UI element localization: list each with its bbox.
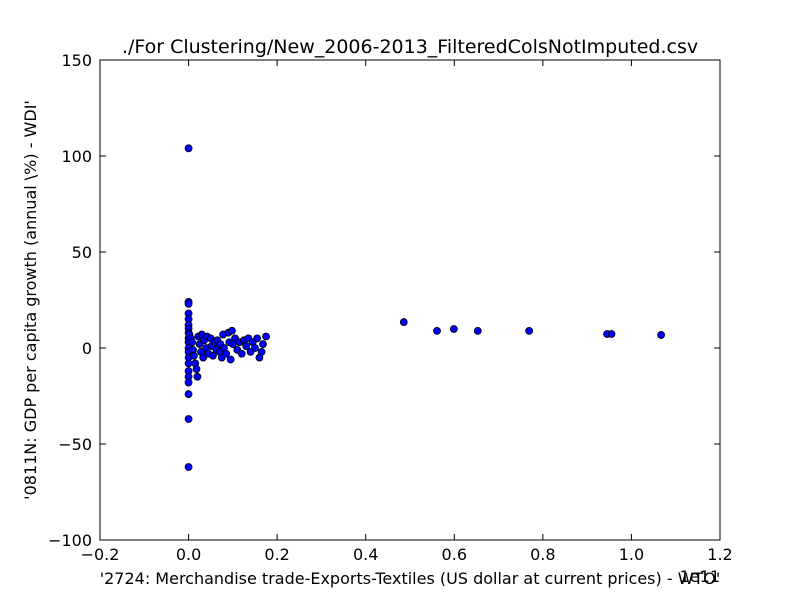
point <box>657 331 665 339</box>
point <box>449 325 458 333</box>
x-tick-label: 0.6 <box>442 545 467 564</box>
x-tick-label: 1.0 <box>619 545 644 564</box>
y-tick-label: 50 <box>72 243 92 262</box>
point <box>253 334 262 343</box>
point <box>184 415 193 423</box>
y-tick-label: 0 <box>82 339 92 358</box>
x-tick-label: 0.2 <box>264 545 289 564</box>
x-axis-label: '2724: Merchandise trade-Exports-Textile… <box>100 569 721 588</box>
point <box>228 326 236 335</box>
point <box>257 347 266 356</box>
point <box>189 351 198 360</box>
point <box>259 340 267 349</box>
point <box>184 299 193 308</box>
point <box>607 330 616 338</box>
x-tick-label: 0.8 <box>530 545 555 564</box>
point <box>192 365 201 374</box>
point <box>184 359 193 368</box>
x-tick-label: −0.2 <box>81 545 120 564</box>
point <box>209 351 217 360</box>
point <box>226 355 235 364</box>
point <box>433 327 441 335</box>
point <box>237 349 246 358</box>
point <box>188 338 197 347</box>
point <box>242 342 251 350</box>
y-tick-label: 100 <box>61 147 92 166</box>
y-axis-label: '0811N: GDP per capita growth (annual \%… <box>21 100 40 500</box>
point <box>473 327 482 335</box>
point <box>222 349 231 358</box>
y-tick-label: 150 <box>61 51 92 70</box>
point <box>184 144 193 153</box>
x-tick-label: 0.0 <box>176 545 201 564</box>
point <box>199 353 208 362</box>
point <box>184 378 193 387</box>
y-tick-label: −100 <box>48 531 92 550</box>
x-tick-label: 1.2 <box>707 545 732 564</box>
chart-title: ./For Clustering/New_2006-2013_FilteredC… <box>122 36 698 58</box>
point <box>399 318 408 326</box>
point <box>251 344 259 352</box>
x-tick-label: 0.4 <box>353 545 378 564</box>
point <box>525 327 534 335</box>
point <box>184 463 193 471</box>
point <box>193 372 202 381</box>
point <box>184 390 193 398</box>
x-offset-label: 1e11 <box>680 567 720 586</box>
point <box>262 332 270 341</box>
y-tick-label: −50 <box>58 435 92 454</box>
plot-frame <box>99 59 721 541</box>
